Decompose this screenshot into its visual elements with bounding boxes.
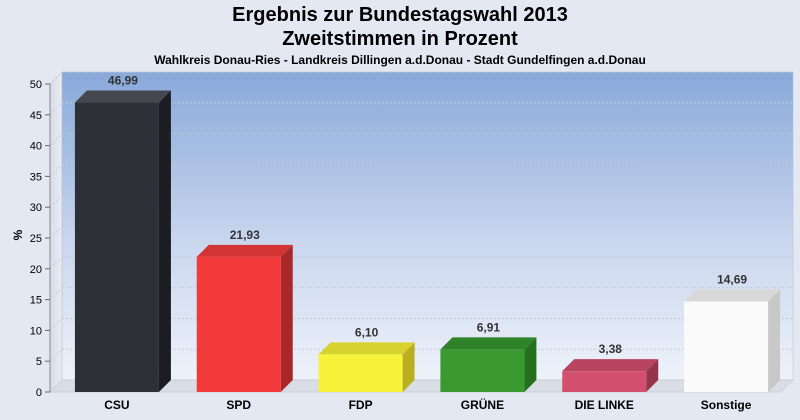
bar-front [318,354,403,392]
y-tick-label: 15 [30,295,42,307]
grid-line [49,194,63,208]
y-tick-label: 10 [30,325,42,337]
bar-front [440,349,525,392]
bar-front [196,256,281,392]
bar-front [562,371,647,392]
data-label: 6,10 [355,325,379,339]
grid-line [49,256,63,270]
bar-top [318,342,415,355]
bar-top [74,90,171,103]
grid-line [49,71,63,85]
bar-front [684,301,769,392]
bar-side [524,337,537,392]
x-tick-label: Sonstige [701,398,752,412]
bar-grüne: 6,91 [440,320,537,392]
chart-subtitle: Zweitstimmen in Prozent [282,28,518,50]
bar-die-linke: 3,38 [562,342,659,392]
data-label: 6,91 [477,320,501,334]
x-tick-label: CSU [104,398,129,412]
bar-side [402,342,415,392]
bar-top [562,359,659,372]
x-tick-label: SPD [226,398,251,412]
grid-line [49,102,63,116]
grid-line [49,164,63,177]
data-label: 46,99 [108,74,138,88]
bar-fdp: 6,10 [318,325,415,392]
bar-top [196,244,293,257]
y-tick-label: 30 [30,202,42,214]
y-tick-label: 40 [30,141,42,153]
y-tick-label: 35 [30,171,42,183]
data-label: 14,69 [717,273,747,287]
bar-csu: 46,99 [74,74,171,393]
x-tick-label: GRÜNE [461,397,504,412]
grid-line [49,225,63,239]
bar-side [768,289,781,392]
bar-side [280,244,293,392]
bar-sonstige: 14,69 [684,273,781,392]
y-tick-label: 5 [36,356,42,368]
y-tick-label: 45 [30,110,42,122]
grid-line [49,287,63,300]
x-tick-label: DIE LINKE [575,398,634,412]
y-axis-label: % [11,229,25,240]
y-tick-label: 50 [30,79,42,91]
bar-front [74,102,159,393]
x-tick-label: FDP [349,398,373,412]
chart-title: Ergebnis zur Bundestagswahl 2013 [232,4,568,26]
bar-side [158,90,171,393]
grid-line [49,133,63,146]
bar-top [440,337,537,350]
grid-line [49,318,63,331]
bar-side [646,359,659,392]
y-tick-label: 20 [30,264,42,276]
data-label: 21,93 [230,228,260,242]
chart-caption: Wahlkreis Donau-Ries - Landkreis Dilling… [154,53,646,67]
y-tick-label: 0 [36,387,42,399]
bar-top [684,289,781,302]
y-tick-label: 25 [30,233,42,245]
data-label: 3,38 [599,342,623,356]
grid-line [49,348,63,362]
bar-spd: 21,93 [196,228,293,392]
